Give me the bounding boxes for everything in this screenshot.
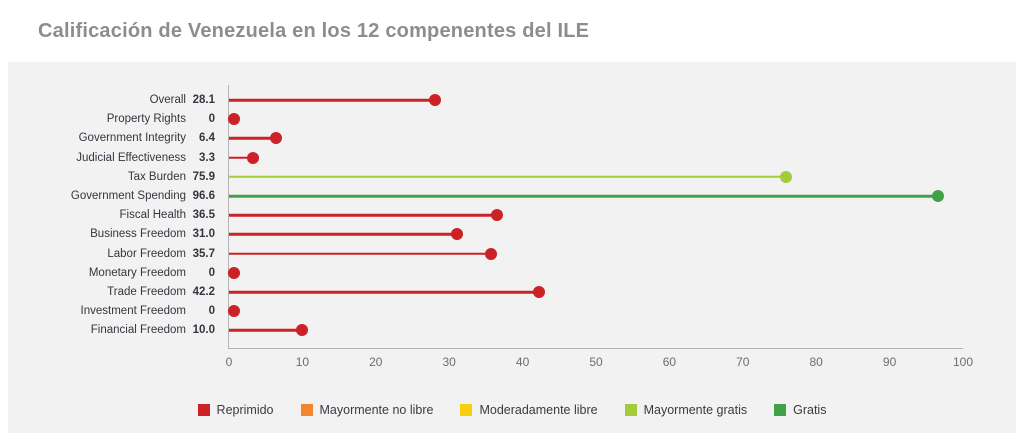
x-axis-tick-label: 80 <box>809 355 823 369</box>
legend-item: Moderadamente libre <box>460 403 598 417</box>
category-label: Business Freedom <box>90 228 186 241</box>
value-label: 96.6 <box>192 190 215 202</box>
lollipop-dot <box>532 286 545 298</box>
lollipop-dot <box>247 151 260 164</box>
lollipop-dot <box>269 132 282 145</box>
lollipop-stem <box>229 175 787 179</box>
lollipop-dot <box>228 113 240 126</box>
category-label: Property Rights <box>106 113 186 126</box>
category-label: Government Spending <box>70 190 186 202</box>
category-label: Government Integrity <box>78 132 186 145</box>
value-label: 31.0 <box>192 228 215 241</box>
legend-label: Mayormente gratis <box>643 403 748 417</box>
legend-item: Reprimido <box>197 403 274 417</box>
value-label: 3.3 <box>199 151 215 164</box>
legend-label: Mayormente no libre <box>319 403 434 417</box>
x-axis-tick-label: 10 <box>295 355 310 369</box>
category-label: Tax Burden <box>127 170 186 183</box>
x-axis-tick-label: 0 <box>225 355 233 369</box>
category-label: Trade Freedom <box>107 286 186 298</box>
lollipop-dot <box>932 190 945 202</box>
legend-swatch-icon <box>460 404 473 416</box>
x-axis-tick-label: 100 <box>952 355 974 369</box>
category-label: Financial Freedom <box>90 324 186 337</box>
lollipop-dot <box>780 170 793 183</box>
chart-panel: Overall 28.1 Property Rights 0 Government In… <box>8 62 1016 433</box>
lollipop-dot <box>450 228 463 241</box>
lollipop-stem <box>229 137 276 140</box>
plot-area: Overall 28.1 Property Rights 0 Government In… <box>71 85 973 369</box>
x-axis-tick-label: 30 <box>442 355 456 369</box>
legend-swatch-icon <box>624 404 637 416</box>
legend-label: Moderadamente libre <box>479 403 598 417</box>
value-label: 42.2 <box>192 286 215 298</box>
legend-item: Gratis <box>774 403 826 417</box>
lollipop-dot <box>228 305 240 318</box>
category-label: Monetary Freedom <box>88 266 186 279</box>
legend-label: Gratis <box>793 403 827 417</box>
x-axis-tick-label: 60 <box>662 355 677 369</box>
lollipop-stem <box>229 290 539 294</box>
x-axis-tick-label: 40 <box>515 355 530 369</box>
category-label: Judicial Effectiveness <box>76 151 186 164</box>
value-label: 35.7 <box>192 247 215 260</box>
x-axis-tick-label: 70 <box>736 355 750 369</box>
lollipop-stem <box>229 98 436 102</box>
category-label: Fiscal Health <box>119 209 186 222</box>
value-label: 36.5 <box>192 209 215 222</box>
x-axis-tick-label: 90 <box>882 355 897 369</box>
lollipop-dot <box>296 324 309 337</box>
lollipop-stem <box>229 252 492 255</box>
value-label: 0 <box>208 113 215 126</box>
legend: Reprimido Mayormente no libre Moderadament… <box>8 403 1016 417</box>
lollipop-stem <box>229 233 457 236</box>
lollipop-dot <box>485 247 498 260</box>
value-label: 0 <box>208 305 215 318</box>
lollipop-dot <box>429 94 442 106</box>
value-label: 75.9 <box>192 170 215 183</box>
value-label: 6.4 <box>199 132 215 145</box>
lollipop-stem <box>229 194 939 198</box>
legend-swatch-icon <box>774 404 787 416</box>
chart-title: Calificación de Venezuela en los 12 comp… <box>38 20 590 42</box>
lollipop-stem <box>229 329 303 332</box>
legend-swatch-icon <box>300 404 313 416</box>
x-axis-tick-label: 50 <box>589 355 603 369</box>
lollipop-stem <box>229 156 254 159</box>
category-label: Investment Freedom <box>80 305 186 318</box>
legend-swatch-icon <box>197 404 210 416</box>
lollipop-dot <box>490 209 503 222</box>
value-label: 10.0 <box>192 324 215 337</box>
category-label: Overall <box>149 94 186 106</box>
legend-item: Mayormente gratis <box>624 403 748 417</box>
legend-item: Mayormente no libre <box>300 403 434 417</box>
lollipop-stem <box>229 213 497 217</box>
value-label: 28.1 <box>192 94 215 106</box>
category-label: Labor Freedom <box>107 247 186 260</box>
legend-label: Reprimido <box>216 403 274 417</box>
x-axis-tick-label: 20 <box>369 355 383 369</box>
value-label: 0 <box>208 266 215 279</box>
lollipop-dot <box>228 266 240 279</box>
